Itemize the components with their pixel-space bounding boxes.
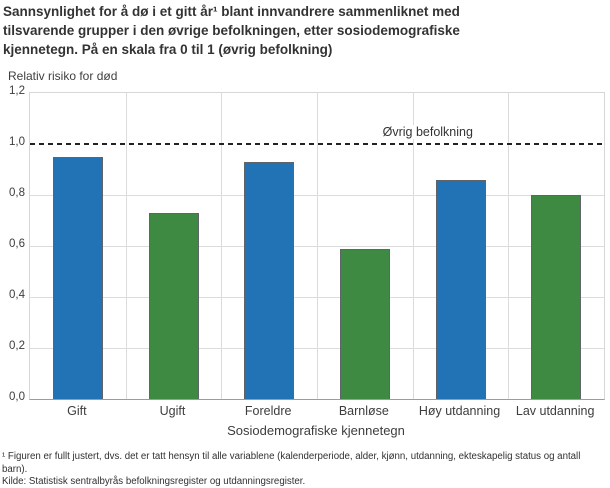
y-tick-label: 0,2: [9, 340, 25, 352]
bar-gift: [52, 156, 103, 399]
bar-ugift: [148, 212, 199, 399]
x-tick-label-lav-utdanning: Lav utdanning: [515, 404, 595, 418]
x-tick-label-ugift: Ugift: [159, 404, 186, 418]
chart-title-line: Sannsynlighet for å dø i et gitt år¹ bla…: [3, 4, 460, 19]
gridline-vertical: [412, 93, 414, 399]
chart-title-line: tilsvarende grupper i den øvrige befolkn…: [3, 23, 460, 38]
x-tick-label-hoy-utdanning: Høy utdanning: [418, 404, 501, 418]
y-tick-label: 1,0: [9, 136, 25, 148]
y-tick-label: 1,2: [9, 85, 25, 97]
reference-line-label: Øvrig befolkning: [379, 125, 476, 139]
footnote: ¹ Figuren er fullt justert, dvs. det er …: [2, 451, 581, 475]
gridline-vertical: [317, 93, 318, 399]
gridline-vertical: [125, 93, 127, 399]
y-tick-label: 0,4: [9, 289, 25, 301]
bar-lav-utdanning: [531, 195, 582, 399]
reference-line: [30, 143, 604, 145]
x-tick-label-foreldre: Foreldre: [244, 404, 292, 418]
chart-title-line: kjennetegn. På en skala fra 0 til 1 (øvr…: [3, 42, 333, 57]
footnote-block: ¹ Figuren er fullt justert, dvs. det er …: [2, 451, 607, 488]
y-tick-label: 0,0: [9, 391, 25, 403]
chart-title: Sannsynlighet for å dø i et gitt år¹ bla…: [3, 2, 607, 59]
bar-barnlose: [339, 248, 390, 399]
y-axis-title: Relativ risiko for død: [8, 69, 118, 83]
gridline-vertical: [221, 93, 223, 399]
source-note: Kilde: Statistisk sentralbyrås befolknin…: [2, 476, 306, 487]
gridline-vertical: [508, 93, 510, 399]
bar-hoy-utdanning: [435, 179, 486, 399]
y-tick-label: 0,6: [9, 238, 25, 250]
plot-area: Øvrig befolkning: [29, 92, 605, 400]
x-tick-label-gift: Gift: [67, 404, 87, 418]
x-axis-title: Sosiodemografiske kjennetegn: [227, 423, 405, 438]
x-tick-label-barnlose: Barnløse: [338, 404, 389, 418]
bar-foreldre: [244, 161, 295, 399]
y-tick-label: 0,8: [9, 187, 25, 199]
